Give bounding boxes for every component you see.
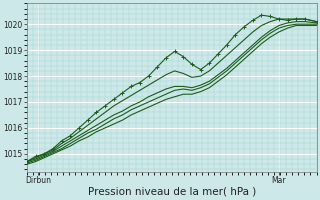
X-axis label: Pression niveau de la mer( hPa ): Pression niveau de la mer( hPa ) [88, 187, 256, 197]
